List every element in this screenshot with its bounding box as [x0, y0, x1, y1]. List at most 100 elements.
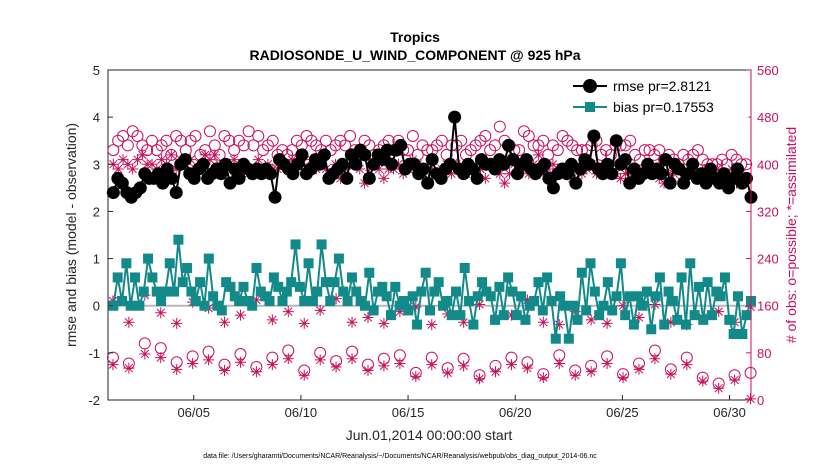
bias-point: [169, 286, 180, 297]
rmse-point: [394, 138, 408, 152]
possible-obs-marker: [537, 134, 550, 147]
bias-point: [732, 291, 743, 302]
assimilated-obs-marker: [490, 366, 502, 378]
bias-point: [195, 277, 206, 288]
bias-point: [225, 281, 236, 292]
possible-obs-marker: [546, 139, 559, 152]
assimilated-obs-marker: [521, 294, 533, 306]
bias-point: [364, 267, 375, 278]
bias-point: [143, 253, 154, 264]
rmse-point: [178, 153, 192, 167]
bias-point: [381, 291, 392, 302]
assimilated-obs-marker: [330, 293, 342, 305]
rmse-point: [335, 157, 349, 171]
assimilated-obs-marker: [107, 158, 119, 170]
y-tick-label: 3: [93, 157, 100, 172]
bias-point: [737, 329, 748, 339]
x-axis-label: Jun.01,2014 00:00:00 start: [346, 427, 513, 443]
possible-obs-marker: [416, 139, 429, 152]
assimilated-obs-marker: [426, 359, 438, 371]
assimilated-obs-marker: [234, 309, 246, 321]
assimilated-obs-marker: [474, 299, 486, 311]
bias-point: [477, 277, 488, 288]
bias-point: [312, 286, 323, 297]
assimilated-obs-marker: [209, 149, 221, 161]
assimilated-obs-marker: [729, 374, 741, 386]
assimilated-obs-marker: [410, 370, 422, 382]
bias-point: [728, 329, 739, 339]
bias-point: [715, 291, 726, 302]
bias-point: [659, 319, 670, 330]
bias-point: [264, 296, 275, 306]
y-tick-label: -2: [88, 393, 100, 408]
bias-point: [398, 296, 409, 306]
possible-obs-marker: [290, 134, 303, 147]
assimilated-obs-marker: [410, 301, 422, 313]
assimilated-obs-marker: [228, 154, 240, 166]
bias-point: [121, 258, 132, 269]
possible-obs-marker: [571, 144, 584, 157]
assimilated-obs-marker: [474, 373, 486, 385]
assimilated-obs-marker: [155, 307, 167, 319]
assimilated-obs-marker: [155, 352, 167, 364]
assimilated-obs-marker: [132, 154, 144, 166]
assimilated-obs-marker: [204, 154, 216, 166]
bias-point: [698, 314, 709, 325]
assimilated-obs-marker: [585, 314, 597, 326]
bias-point: [663, 286, 674, 297]
bias-point: [416, 286, 427, 297]
bias-point: [429, 286, 440, 297]
x-tick-label: 06/15: [392, 405, 425, 420]
bias-point: [182, 263, 193, 273]
possible-obs-marker: [146, 134, 159, 147]
bias-point: [455, 310, 466, 321]
possible-obs-marker: [406, 130, 419, 142]
possible-obs-marker: [517, 125, 530, 138]
rmse-point: [196, 157, 210, 171]
rmse-point: [133, 181, 147, 195]
rmse-point: [663, 176, 677, 190]
rmse-point: [362, 171, 376, 185]
bias-point: [281, 286, 292, 297]
bias-point: [572, 314, 583, 325]
bias-point: [507, 286, 518, 297]
possible-obs-marker: [522, 130, 535, 142]
rmse-point: [106, 186, 120, 200]
x-tick-label: 06/20: [499, 405, 532, 420]
assimilated-obs-marker: [665, 368, 677, 380]
possible-obs-marker: [150, 144, 163, 157]
bias-point: [442, 296, 453, 306]
assimilated-obs-marker: [617, 372, 629, 384]
rmse-point: [502, 138, 516, 152]
bias-point: [186, 286, 197, 297]
rmse-point: [358, 148, 372, 162]
rmse-point: [605, 167, 619, 181]
bias-point: [546, 296, 557, 306]
x-tick-label: 06/10: [285, 405, 318, 420]
bias-point: [247, 300, 258, 311]
bias-point: [294, 281, 305, 292]
bias-point: [346, 272, 357, 283]
possible-obs-marker: [237, 139, 250, 152]
rmse-point: [546, 181, 560, 195]
bias-point: [654, 272, 665, 283]
assimilated-obs-marker: [532, 149, 544, 161]
bias-point: [485, 291, 496, 302]
bias-point: [607, 305, 618, 316]
possible-obs-marker: [184, 134, 197, 147]
possible-obs-marker: [339, 139, 352, 152]
bias-point: [151, 286, 162, 297]
bias-point: [620, 310, 631, 321]
possible-obs-marker: [131, 130, 144, 142]
rmse-point: [686, 157, 700, 171]
legend: rmse pr=2.8121 bias pr=0.17553: [567, 72, 749, 118]
bias-point: [646, 324, 657, 335]
assimilated-obs-marker: [458, 360, 470, 372]
assimilated-obs-marker: [474, 163, 486, 175]
y-right-tick-label: 160: [757, 299, 779, 314]
bias-point: [693, 281, 704, 292]
assimilated-obs-marker: [286, 154, 298, 166]
y-right-tick-label: 320: [757, 204, 779, 219]
assimilated-obs-marker: [713, 382, 725, 394]
bias-point: [520, 314, 531, 325]
